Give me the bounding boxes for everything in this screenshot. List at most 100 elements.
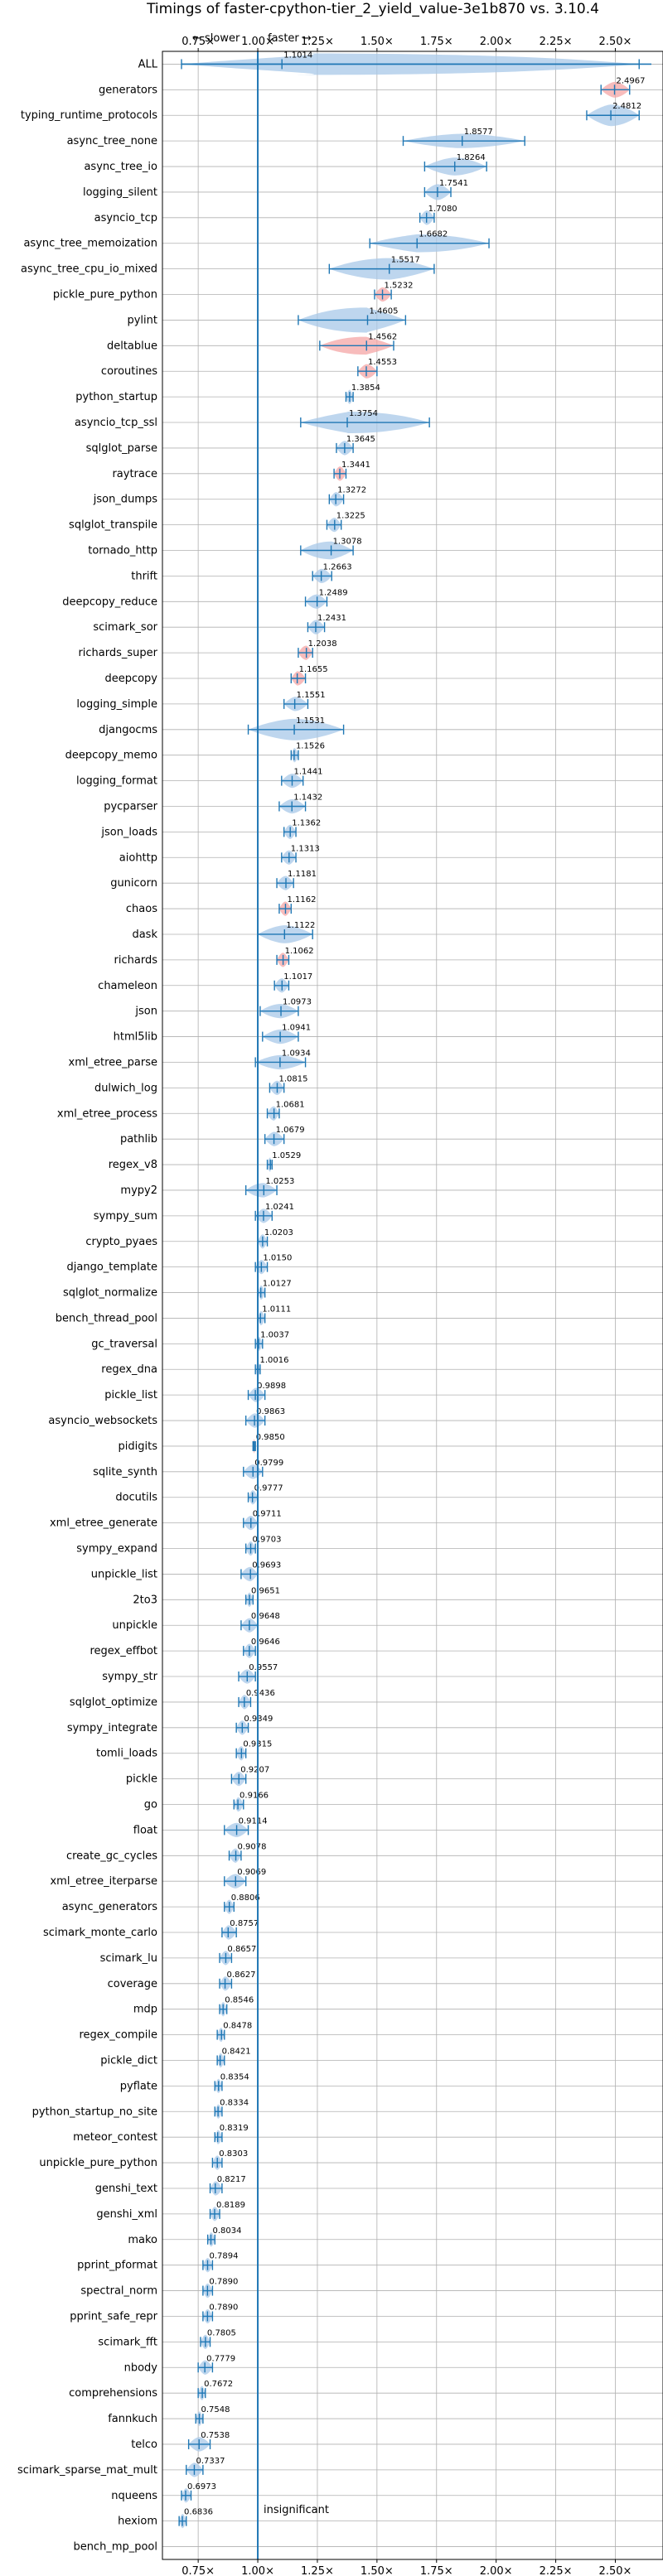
benchmark-label: pathlib: [120, 1133, 157, 1146]
benchmark-label: scimark_sor: [93, 621, 157, 634]
x-tick-label-top: 1.50×: [361, 36, 394, 48]
value-label: 1.1014: [283, 51, 312, 60]
value-label: 0.9711: [253, 1510, 282, 1519]
benchmark-label: crypto_pyaes: [85, 1236, 157, 1248]
value-label: 0.7538: [201, 2431, 230, 2440]
benchmark-label: genshi_text: [95, 2183, 157, 2195]
value-label: 1.6682: [419, 230, 448, 239]
benchmark-label: deltablue: [107, 340, 157, 352]
value-label: 1.1313: [291, 844, 320, 853]
value-label: 1.1362: [292, 818, 321, 827]
benchmark-label: tornado_http: [88, 545, 157, 557]
benchmark-label: async_tree_memoization: [23, 238, 157, 250]
benchmark-label: pidigits: [119, 1440, 158, 1453]
benchmark-label: pickle_list: [104, 1389, 157, 1401]
benchmark-label: dask: [132, 929, 157, 941]
x-tick-label-bottom: 2.50×: [599, 2565, 632, 2576]
benchmark-label: asyncio_websockets: [48, 1415, 157, 1427]
benchmark-label: coverage: [108, 1978, 157, 1990]
benchmark-label: async_generators: [62, 1901, 158, 1913]
benchmark-label: pyflate: [120, 2080, 157, 2092]
benchmark-label: asyncio_tcp: [94, 212, 157, 224]
benchmark-label: sqlglot_normalize: [63, 1287, 157, 1300]
x-tick-label-top: 2.50×: [599, 36, 632, 48]
value-label: 1.8577: [464, 128, 493, 137]
benchmark-label: create_gc_cycles: [66, 1850, 157, 1862]
value-label: 0.7548: [201, 2405, 230, 2414]
value-label: 0.6836: [184, 2508, 213, 2517]
benchmark-label: richards: [114, 954, 158, 967]
value-label: 0.6973: [187, 2482, 216, 2492]
benchmark-label: richards_super: [78, 647, 157, 659]
benchmark-label: scimark_monte_carlo: [43, 1927, 157, 1939]
value-label: 0.9207: [240, 1766, 269, 1775]
benchmark-labels: ALL generators typing_runtime_protocolsasy…: [17, 58, 158, 2553]
value-label: 1.5517: [391, 256, 420, 265]
value-label: 1.0150: [263, 1254, 292, 1263]
value-label: 0.9557: [249, 1663, 278, 1672]
value-label: 1.1162: [287, 895, 316, 904]
benchmark-label: html5lib: [114, 1031, 157, 1044]
benchmark-label: logging_format: [76, 775, 157, 788]
benchmark-label: nbody: [124, 2361, 158, 2374]
benchmark-label: raytrace: [112, 468, 157, 480]
violins: 1.1014 2.4967 2.4812 1.8577 1.8264 1.7541 1.70…: [179, 51, 651, 2559]
benchmark-label: djangocms: [99, 724, 157, 736]
benchmark-label: regex_dna: [101, 1363, 157, 1376]
benchmark-label: unpickle_list: [91, 1568, 157, 1580]
benchmark-label: float: [133, 1824, 157, 1836]
value-label: 1.1441: [293, 768, 322, 777]
benchmark-label: typing_runtime_protocols: [21, 109, 157, 122]
value-label: 0.9799: [254, 1459, 283, 1468]
value-label: 2.4812: [612, 102, 641, 111]
benchmark-label: python_startup: [75, 391, 157, 403]
benchmark-label: genshi_xml: [96, 2208, 157, 2221]
benchmark-label: sympy_sum: [94, 1210, 157, 1223]
value-label: 1.1531: [296, 716, 325, 726]
value-label: 0.8303: [219, 2149, 248, 2159]
benchmark-label: generators: [99, 84, 157, 96]
x-tick-label-bottom: 0.75×: [181, 2565, 215, 2576]
benchmark-label: xml_etree_process: [57, 1107, 157, 1120]
value-label: 1.2489: [319, 588, 348, 597]
value-label: 1.4553: [368, 358, 397, 367]
benchmark-label: pprint_safe_repr: [70, 2310, 157, 2323]
benchmark-label: gunicorn: [110, 877, 157, 890]
benchmark-label: scimark_fft: [98, 2336, 157, 2348]
benchmark-label: async_tree_io: [84, 161, 157, 173]
benchmark-label: fannkuch: [108, 2413, 157, 2425]
benchmark-label: mako: [128, 2234, 157, 2246]
value-label: 1.1655: [299, 665, 328, 674]
value-label: 0.7805: [207, 2328, 236, 2337]
value-label: 0.9693: [252, 1561, 281, 1570]
insignificant-label: insignificant: [264, 2504, 329, 2516]
benchmark-label: json_dumps: [93, 494, 157, 506]
benchmark-label: pylint: [127, 314, 157, 326]
value-label: 1.0941: [282, 1024, 311, 1033]
benchmark-label: meteor_contest: [73, 2131, 157, 2144]
value-label: 1.0815: [278, 1074, 307, 1083]
value-label: 1.0973: [283, 998, 312, 1007]
value-label: 1.4562: [368, 332, 397, 341]
benchmark-label: gc_traversal: [91, 1338, 157, 1350]
value-label: 0.7894: [209, 2252, 238, 2261]
value-label: 0.8757: [230, 1919, 259, 1928]
value-label: 0.8546: [225, 1996, 254, 2005]
benchmark-label: nqueens: [111, 2490, 157, 2502]
benchmark-label: json: [134, 1006, 157, 1018]
x-tick-label-top: 1.75×: [420, 36, 453, 48]
benchmark-label: pickle_pure_python: [53, 289, 157, 301]
benchmark-label: spectral_norm: [80, 2285, 157, 2298]
value-label: 1.3645: [346, 435, 375, 444]
value-label: 1.0934: [282, 1049, 311, 1058]
benchmark-label: django_template: [67, 1261, 157, 1274]
benchmark-label: chaos: [126, 903, 157, 915]
benchmark-label: mypy2: [120, 1184, 157, 1197]
value-label: 1.7080: [428, 205, 457, 214]
x-axis-top: 0.75× 1.00× 1.25× 1.50× 1.75× 2.00× 2.25× 2.50×: [181, 36, 632, 51]
x-tick-label-bottom: 1.25×: [301, 2565, 334, 2576]
value-label: 0.9863: [256, 1407, 285, 1416]
benchmark-label: xml_etree_generate: [50, 1517, 157, 1530]
benchmark-label: hexiom: [118, 2516, 157, 2528]
value-label: 0.8806: [231, 1893, 260, 1903]
